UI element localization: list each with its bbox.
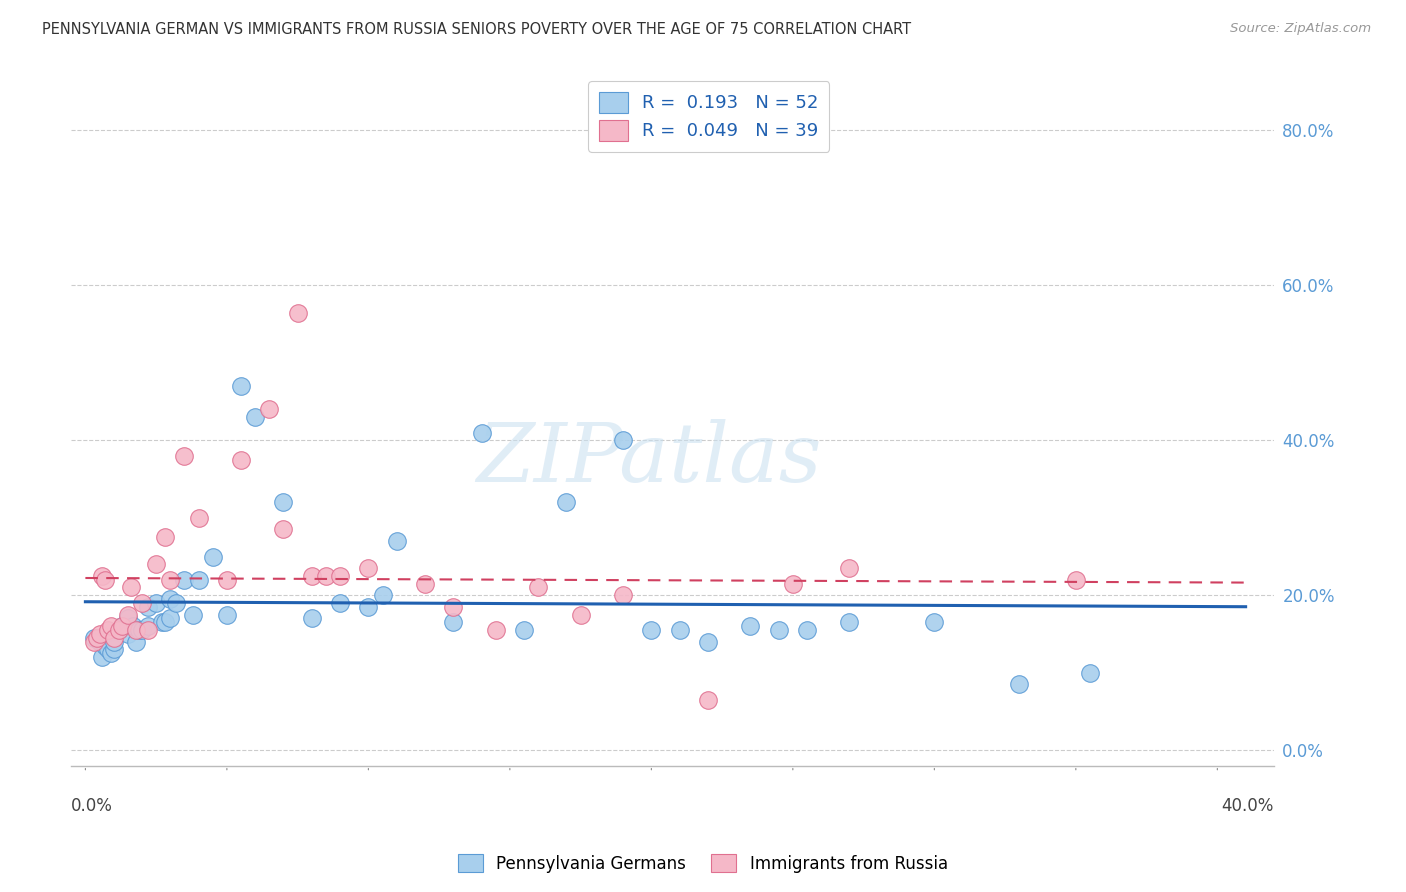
- Point: [1008, 677, 1031, 691]
- Point: [697, 693, 720, 707]
- Point: [569, 607, 592, 622]
- Point: [131, 596, 153, 610]
- Point: [668, 623, 690, 637]
- Point: [89, 627, 111, 641]
- Text: PENNSYLVANIA GERMAN VS IMMIGRANTS FROM RUSSIA SENIORS POVERTY OVER THE AGE OF 75: PENNSYLVANIA GERMAN VS IMMIGRANTS FROM R…: [42, 22, 911, 37]
- Point: [83, 634, 105, 648]
- Point: [371, 588, 394, 602]
- Point: [97, 623, 120, 637]
- Point: [357, 561, 380, 575]
- Point: [796, 623, 818, 637]
- Point: [201, 549, 224, 564]
- Point: [782, 576, 804, 591]
- Point: [838, 615, 860, 630]
- Point: [153, 615, 176, 630]
- Point: [513, 623, 536, 637]
- Point: [145, 558, 167, 572]
- Point: [150, 615, 173, 630]
- Point: [173, 449, 195, 463]
- Point: [108, 623, 131, 637]
- Point: [838, 561, 860, 575]
- Point: [640, 623, 662, 637]
- Point: [111, 619, 134, 633]
- Point: [315, 569, 337, 583]
- Point: [243, 410, 266, 425]
- Point: [612, 434, 634, 448]
- Point: [100, 619, 122, 633]
- Point: [229, 379, 252, 393]
- Point: [86, 631, 108, 645]
- Point: [329, 569, 352, 583]
- Point: [91, 650, 114, 665]
- Point: [128, 623, 150, 637]
- Point: [1064, 573, 1087, 587]
- Point: [108, 623, 131, 637]
- Text: Source: ZipAtlas.com: Source: ZipAtlas.com: [1230, 22, 1371, 36]
- Point: [131, 623, 153, 637]
- Point: [215, 573, 238, 587]
- Point: [173, 573, 195, 587]
- Text: 0.0%: 0.0%: [72, 797, 112, 815]
- Point: [273, 522, 295, 536]
- Text: 40.0%: 40.0%: [1222, 797, 1274, 815]
- Point: [301, 569, 323, 583]
- Point: [117, 627, 139, 641]
- Point: [413, 576, 436, 591]
- Point: [165, 596, 187, 610]
- Legend: R =  0.193   N = 52, R =  0.049   N = 39: R = 0.193 N = 52, R = 0.049 N = 39: [588, 81, 830, 152]
- Point: [485, 623, 508, 637]
- Point: [555, 495, 578, 509]
- Point: [122, 619, 145, 633]
- Point: [768, 623, 790, 637]
- Point: [187, 510, 209, 524]
- Point: [117, 611, 139, 625]
- Point: [924, 615, 946, 630]
- Point: [301, 611, 323, 625]
- Point: [697, 634, 720, 648]
- Point: [287, 305, 309, 319]
- Point: [136, 619, 159, 633]
- Point: [103, 634, 125, 648]
- Text: ZIPatlas: ZIPatlas: [475, 419, 821, 499]
- Point: [612, 588, 634, 602]
- Point: [1078, 665, 1101, 680]
- Point: [97, 642, 120, 657]
- Point: [153, 530, 176, 544]
- Point: [111, 619, 134, 633]
- Point: [120, 581, 142, 595]
- Point: [117, 607, 139, 622]
- Point: [329, 596, 352, 610]
- Point: [181, 607, 204, 622]
- Point: [136, 623, 159, 637]
- Point: [441, 615, 464, 630]
- Point: [136, 599, 159, 614]
- Legend: Pennsylvania Germans, Immigrants from Russia: Pennsylvania Germans, Immigrants from Ru…: [451, 847, 955, 880]
- Point: [159, 611, 181, 625]
- Point: [273, 495, 295, 509]
- Point: [357, 599, 380, 614]
- Point: [527, 581, 550, 595]
- Point: [89, 634, 111, 648]
- Point: [215, 607, 238, 622]
- Point: [471, 425, 494, 440]
- Point: [259, 402, 281, 417]
- Point: [159, 573, 181, 587]
- Point: [83, 631, 105, 645]
- Point: [187, 573, 209, 587]
- Point: [385, 534, 408, 549]
- Point: [441, 599, 464, 614]
- Point: [94, 573, 117, 587]
- Point: [125, 623, 148, 637]
- Point: [125, 634, 148, 648]
- Point: [159, 592, 181, 607]
- Point: [94, 639, 117, 653]
- Point: [103, 642, 125, 657]
- Point: [103, 631, 125, 645]
- Point: [740, 619, 762, 633]
- Point: [100, 646, 122, 660]
- Point: [229, 452, 252, 467]
- Point: [91, 569, 114, 583]
- Point: [145, 596, 167, 610]
